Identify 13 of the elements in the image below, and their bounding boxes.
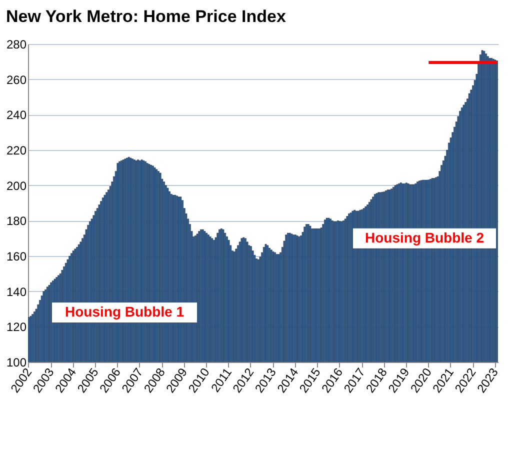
y-tick-label: 120 [6,320,27,334]
y-tick-label: 280 [6,38,27,52]
y-tick-label: 100 [6,356,27,370]
y-tick-label: 260 [6,72,27,87]
y-tick-label: 160 [6,250,27,264]
y-tick-label: 200 [6,178,27,193]
y-tick-label: 240 [6,108,27,122]
y-tick-label: 140 [6,284,27,299]
y-tick-label: 180 [6,214,27,228]
chart-title: New York Metro: Home Price Index [6,7,286,26]
annotation: Housing Bubble 1 [65,304,184,320]
annotation: Housing Bubble 2 [365,229,484,246]
y-tick-label: 220 [6,144,27,158]
